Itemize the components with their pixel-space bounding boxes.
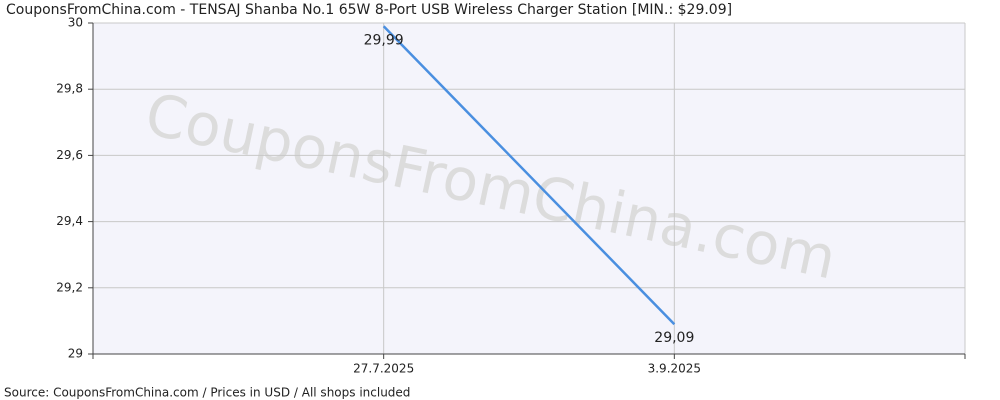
plot-area bbox=[93, 23, 965, 354]
chart-title: CouponsFromChina.com - TENSAJ Shanba No.… bbox=[6, 2, 732, 18]
y-tick-label: 29,6 bbox=[56, 148, 83, 162]
y-tick-label: 29,2 bbox=[56, 280, 83, 294]
y-tick-label: 30 bbox=[68, 16, 83, 30]
value-label: 29,99 bbox=[364, 32, 404, 48]
y-tick-label: 29,4 bbox=[56, 214, 83, 228]
source-note: Source: CouponsFromChina.com / Prices in… bbox=[4, 386, 410, 400]
price-line bbox=[382, 25, 676, 326]
x-tick-label: 3.9.2025 bbox=[648, 362, 701, 376]
y-tick-label: 29 bbox=[68, 347, 83, 361]
x-tick-label: 27.7.2025 bbox=[353, 362, 414, 376]
y-tick-label: 29,8 bbox=[56, 82, 83, 96]
value-label: 29,09 bbox=[654, 330, 694, 346]
